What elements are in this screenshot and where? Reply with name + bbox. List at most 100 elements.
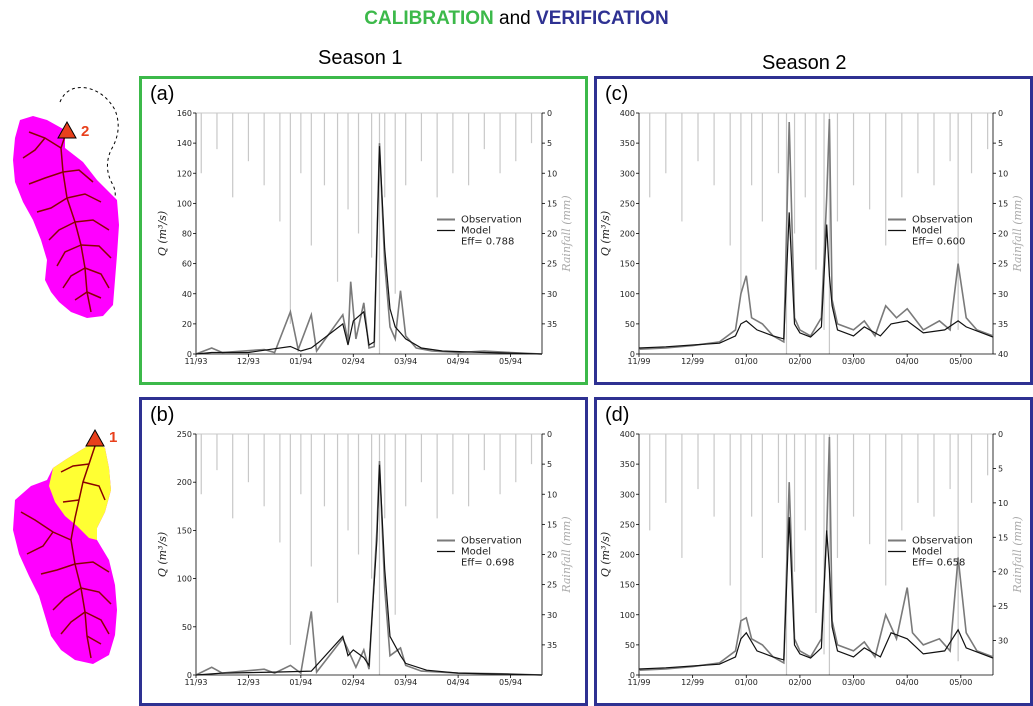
y-tick-label: 150 bbox=[177, 526, 192, 535]
legend-observation: Observation bbox=[461, 215, 522, 226]
rain-tick-label: 30 bbox=[998, 290, 1008, 299]
rain-tick-label: 20 bbox=[998, 230, 1008, 239]
rain-tick-label: 5 bbox=[547, 139, 552, 148]
y-tick-label: 300 bbox=[620, 169, 635, 178]
y-tick-label: 50 bbox=[625, 320, 635, 329]
legend-efficiency: Eff= 0.600 bbox=[912, 237, 965, 248]
observation-line bbox=[638, 118, 994, 350]
legend-model: Model bbox=[912, 547, 942, 558]
chart-svg: 0 50 100 150 200 250 300 350 400 0 5 10 15 20 25 30 35 40… bbox=[599, 109, 1024, 366]
rain-tick-label: 30 bbox=[547, 611, 557, 620]
rain-tick-label: 30 bbox=[998, 637, 1008, 646]
x-tick-label: 05/94 bbox=[499, 678, 522, 687]
x-tick-label: 11/93 bbox=[184, 678, 207, 687]
y-tick-label: 100 bbox=[177, 575, 192, 584]
y-tick-label: 100 bbox=[620, 611, 635, 620]
model-line bbox=[195, 464, 543, 676]
x-tick-label: 04/00 bbox=[896, 678, 919, 687]
rain-tick-label: 0 bbox=[998, 109, 1003, 118]
x-tick-label: 11/99 bbox=[627, 678, 650, 687]
rain-tick-label: 15 bbox=[547, 520, 557, 529]
x-tick-label: 03/94 bbox=[394, 357, 417, 366]
rain-tick-label: 15 bbox=[998, 199, 1008, 208]
rain-tick-label: 35 bbox=[998, 320, 1008, 329]
gauge-label: 1 bbox=[109, 429, 117, 446]
rain-tick-label: 25 bbox=[998, 260, 1008, 269]
model-line bbox=[638, 517, 994, 670]
y-tick-label: 20 bbox=[182, 320, 192, 329]
y-tick-label: 350 bbox=[620, 139, 635, 148]
chart-svg: 0 20 40 60 80 100 120 140 160 0 5 10 15 20 25 30 35 11/93… bbox=[156, 109, 573, 366]
y-tick-label: 200 bbox=[620, 230, 635, 239]
chart-panel-d: 0 50 100 150 200 250 300 350 400 0 5 10 15 20 25 30 11/9… bbox=[594, 397, 1033, 706]
gauge-triangle-icon bbox=[57, 120, 77, 139]
y-tick-label: 250 bbox=[620, 520, 635, 529]
title-verification: VERIFICATION bbox=[536, 8, 669, 29]
y-tick-label: 200 bbox=[177, 478, 192, 487]
y-tick-label: 0 bbox=[187, 350, 192, 359]
river-network bbox=[20, 445, 112, 659]
y-tick-label: 100 bbox=[177, 199, 192, 208]
y-tick-label: 0 bbox=[630, 671, 635, 680]
panel-label: (c) bbox=[605, 83, 629, 105]
x-tick-label: 02/00 bbox=[788, 357, 811, 366]
chart-panel-a: 0 20 40 60 80 100 120 140 160 0 5 10 15 20 25 30 35 11/93… bbox=[139, 76, 588, 385]
x-tick-label: 03/00 bbox=[842, 357, 865, 366]
rain-tick-label: 25 bbox=[998, 602, 1008, 611]
rain-tick-label: 40 bbox=[998, 350, 1008, 359]
panel-label: (a) bbox=[150, 83, 175, 105]
subbasin-area bbox=[49, 442, 111, 540]
rain-tick-label: 0 bbox=[547, 430, 552, 439]
rain-tick-label: 10 bbox=[547, 169, 557, 178]
basin-map-icon: 2 bbox=[13, 87, 119, 318]
model-line bbox=[638, 212, 994, 349]
legend-observation: Observation bbox=[912, 536, 973, 547]
y-axis-label: Q (m³/s) bbox=[599, 532, 612, 577]
rain-tick-label: 20 bbox=[998, 568, 1008, 577]
rain-tick-label: 25 bbox=[547, 260, 557, 269]
season-1-heading: Season 1 bbox=[318, 47, 403, 69]
rain-tick-label: 35 bbox=[547, 641, 557, 650]
y-tick-label: 300 bbox=[620, 490, 635, 499]
rain-tick-label: 0 bbox=[998, 430, 1003, 439]
x-tick-label: 12/99 bbox=[681, 357, 704, 366]
y-tick-label: 250 bbox=[177, 430, 192, 439]
y-tick-label: 100 bbox=[620, 290, 635, 299]
y-axis-label: Q (m³/s) bbox=[156, 211, 169, 256]
y-tick-label: 0 bbox=[630, 350, 635, 359]
rain-tick-label: 20 bbox=[547, 551, 557, 560]
x-tick-label: 01/94 bbox=[289, 678, 312, 687]
rain-tick-label: 30 bbox=[547, 290, 557, 299]
chart-panel-c: 0 50 100 150 200 250 300 350 400 0 5 10 15 20 25 30 35 40… bbox=[594, 76, 1033, 385]
x-tick-label: 02/94 bbox=[342, 357, 365, 366]
x-tick-label: 03/00 bbox=[842, 678, 865, 687]
y-tick-label: 50 bbox=[182, 623, 192, 632]
title-calibration: CALIBRATION bbox=[364, 8, 494, 29]
observation-line bbox=[195, 143, 543, 355]
figure-title: CALIBRATION and VERIFICATION bbox=[0, 8, 1033, 30]
y-tick-label: 50 bbox=[625, 641, 635, 650]
rain-axis-label: Rainfall (mm) bbox=[560, 195, 573, 272]
y-tick-label: 350 bbox=[620, 460, 635, 469]
x-tick-label: 04/00 bbox=[896, 357, 919, 366]
rain-tick-label: 10 bbox=[998, 169, 1008, 178]
y-tick-label: 150 bbox=[620, 581, 635, 590]
chart-svg: 0 50 100 150 200 250 300 350 400 0 5 10 15 20 25 30 11/9… bbox=[599, 430, 1024, 687]
y-tick-label: 150 bbox=[620, 260, 635, 269]
rain-tick-label: 0 bbox=[547, 109, 552, 118]
x-tick-label: 02/00 bbox=[788, 678, 811, 687]
x-tick-label: 11/93 bbox=[184, 357, 207, 366]
y-tick-label: 400 bbox=[620, 109, 635, 118]
y-tick-label: 200 bbox=[620, 551, 635, 560]
rain-tick-label: 5 bbox=[998, 464, 1003, 473]
rain-axis-label: Rainfall (mm) bbox=[560, 516, 573, 593]
legend-efficiency: Eff= 0.788 bbox=[461, 237, 514, 248]
x-tick-label: 12/93 bbox=[237, 678, 260, 687]
y-tick-label: 250 bbox=[620, 199, 635, 208]
rain-tick-label: 25 bbox=[547, 581, 557, 590]
x-tick-label: 05/00 bbox=[949, 678, 972, 687]
model-line bbox=[195, 146, 543, 355]
y-tick-label: 160 bbox=[177, 109, 192, 118]
rain-axis-label: Rainfall (mm) bbox=[1011, 195, 1024, 272]
panel-label: (b) bbox=[150, 404, 175, 426]
